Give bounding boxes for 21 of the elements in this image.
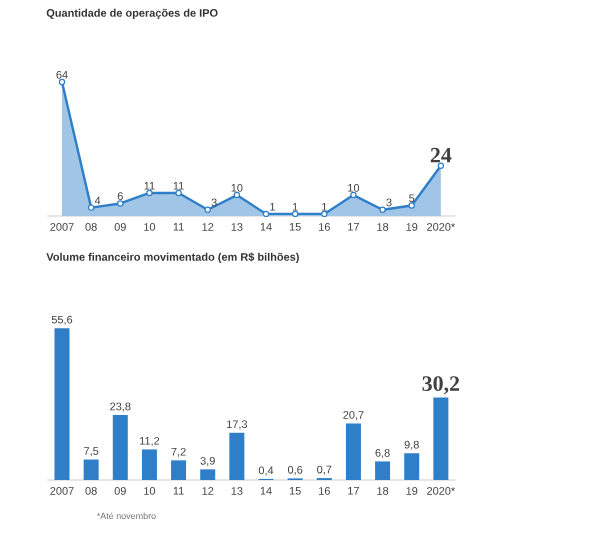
point [321,210,328,218]
bar [345,423,361,480]
bar [433,397,449,480]
bar [141,449,157,480]
point [117,200,124,207]
bar [83,459,99,480]
bar [171,460,187,480]
data-label: 30,2 [422,376,460,395]
bar [404,453,420,480]
bar [112,415,128,480]
point [408,202,415,209]
point [262,210,270,218]
point [87,204,95,211]
point [204,206,211,213]
bar [375,461,391,480]
bar [200,469,216,480]
bar [229,432,245,480]
data-label: 24 [430,147,452,163]
point [379,206,386,213]
bar [54,328,70,480]
point [291,210,299,218]
